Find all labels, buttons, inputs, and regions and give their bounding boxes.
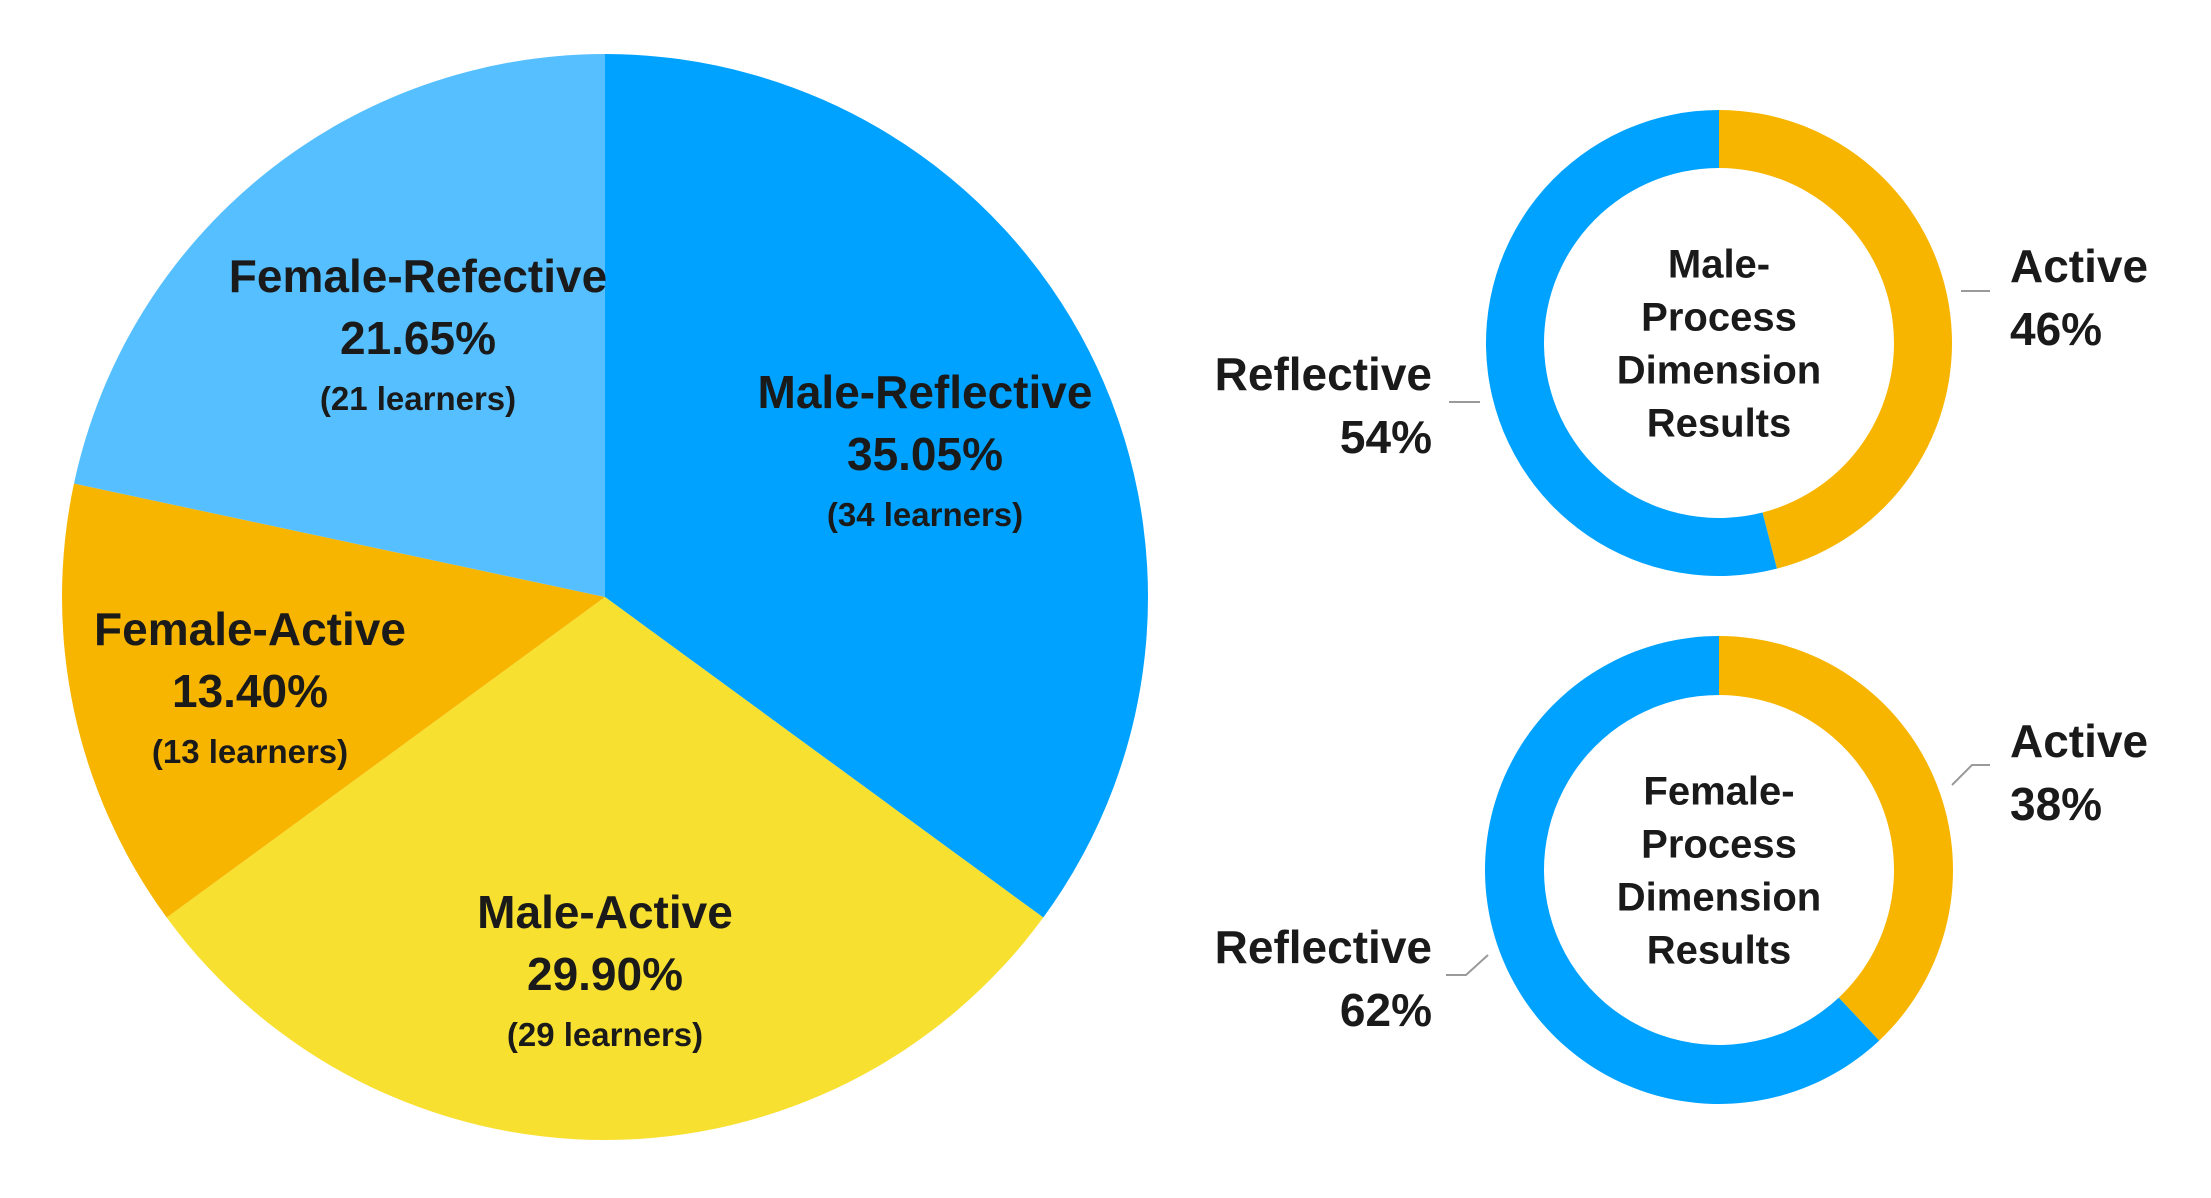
slice-percent-female-active: 13.40% [172,665,328,717]
female-donut-center-label-line-1: Female- [1643,770,1794,814]
learner-distribution-pie: Male-Reflective 35.05% (34 learners) Male-A… [61,54,1148,1140]
slice-male-active [166,597,1044,1140]
slice-count-male-active: (29 learners) [507,1016,703,1053]
female-donut-label-active: Active [2010,715,2148,767]
slice-male-reflective [605,54,1148,918]
slice-percent-male-active: 29.90% [527,948,683,1000]
male-donut-center-label-line-4: Results [1647,402,1792,446]
male-donut-center [1544,168,1894,518]
slice-count-female-refective: (21 learners) [320,380,516,417]
female-donut-center-label-line-4: Results [1647,929,1792,973]
slice-female-refective [73,54,605,597]
female-donut-percent-reflective: 62% [1340,984,1432,1036]
male-donut-percent-reflective: 54% [1340,411,1432,463]
male-donut-label-active: Active [2010,240,2148,292]
male-donut-segment-active [1719,110,1952,569]
male-process-donut: Male- Process Dimension Results Active 46% Ref… [1215,110,2148,576]
male-donut-center-label-line-2: Process [1641,296,1797,340]
slice-label-female-active: Female-Active [94,603,406,655]
female-process-donut: Female- Process Dimension Results Active 38% R… [1215,636,2148,1104]
male-donut-label-reflective: Reflective [1215,348,1432,400]
slice-percent-female-refective: 21.65% [340,312,496,364]
female-donut-leader-reflective [1446,954,1489,976]
female-donut-segment-reflective [1485,636,1880,1104]
male-donut-center-label-line-1: Male- [1668,243,1770,287]
slice-female-active [61,483,605,918]
female-donut-leader-active [1951,764,1990,786]
female-donut-segment-active [1719,636,1954,1041]
slice-count-male-reflective: (34 learners) [827,496,1023,533]
female-donut-percent-active: 38% [2010,778,2102,830]
female-donut-center-label-line-3: Dimension [1617,876,1821,920]
male-donut-segment-reflective [1486,110,1777,576]
slice-count-female-active: (13 learners) [152,733,348,770]
slice-label-male-active: Male-Active [477,886,733,938]
female-donut-center-label-line-2: Process [1641,823,1797,867]
male-donut-percent-active: 46% [2010,303,2102,355]
slice-percent-male-reflective: 35.05% [847,428,1003,480]
slice-label-male-reflective: Male-Reflective [758,366,1093,418]
slice-label-female-refective: Female-Refective [229,250,607,302]
male-donut-center-label-line-3: Dimension [1617,349,1821,393]
female-donut-center [1544,695,1894,1045]
female-donut-label-reflective: Reflective [1215,921,1432,973]
